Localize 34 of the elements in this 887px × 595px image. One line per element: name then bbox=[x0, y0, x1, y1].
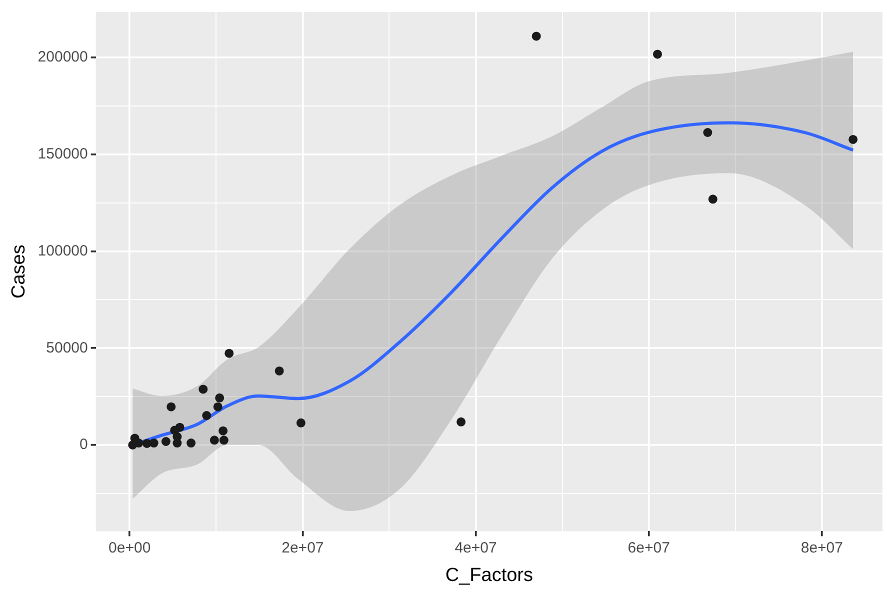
point bbox=[166, 402, 176, 412]
point bbox=[219, 436, 228, 445]
y-tick-label: 150000 bbox=[38, 146, 88, 163]
point bbox=[213, 402, 222, 412]
y-tick-label: 50000 bbox=[46, 339, 88, 356]
point bbox=[198, 384, 208, 394]
y-axis-title: Cases bbox=[8, 244, 30, 299]
point bbox=[532, 32, 541, 41]
x-tick-label: 6e+07 bbox=[628, 539, 670, 556]
x-tick-label: 4e+07 bbox=[454, 539, 497, 556]
point bbox=[142, 438, 152, 448]
point bbox=[296, 418, 306, 428]
x-axis-title: C_Factors bbox=[445, 564, 533, 586]
x-tick-label: 2e+07 bbox=[282, 539, 324, 556]
x-tick-label: 8e+07 bbox=[800, 539, 843, 556]
point bbox=[128, 440, 138, 450]
point bbox=[210, 436, 219, 445]
y-tick-label: 100000 bbox=[38, 242, 88, 260]
point bbox=[186, 438, 196, 448]
point bbox=[215, 393, 224, 402]
point bbox=[172, 438, 182, 448]
x-tick-label: 0e+00 bbox=[108, 539, 151, 556]
point bbox=[708, 194, 718, 204]
point bbox=[274, 366, 284, 376]
point bbox=[224, 348, 234, 358]
point bbox=[652, 50, 662, 59]
point bbox=[703, 128, 712, 137]
y-tick-label: 200000 bbox=[38, 48, 88, 66]
point bbox=[161, 437, 170, 446]
point bbox=[218, 426, 228, 436]
y-tick-label: 0 bbox=[80, 436, 88, 454]
point bbox=[456, 417, 466, 426]
point bbox=[848, 134, 858, 144]
point bbox=[202, 411, 212, 420]
